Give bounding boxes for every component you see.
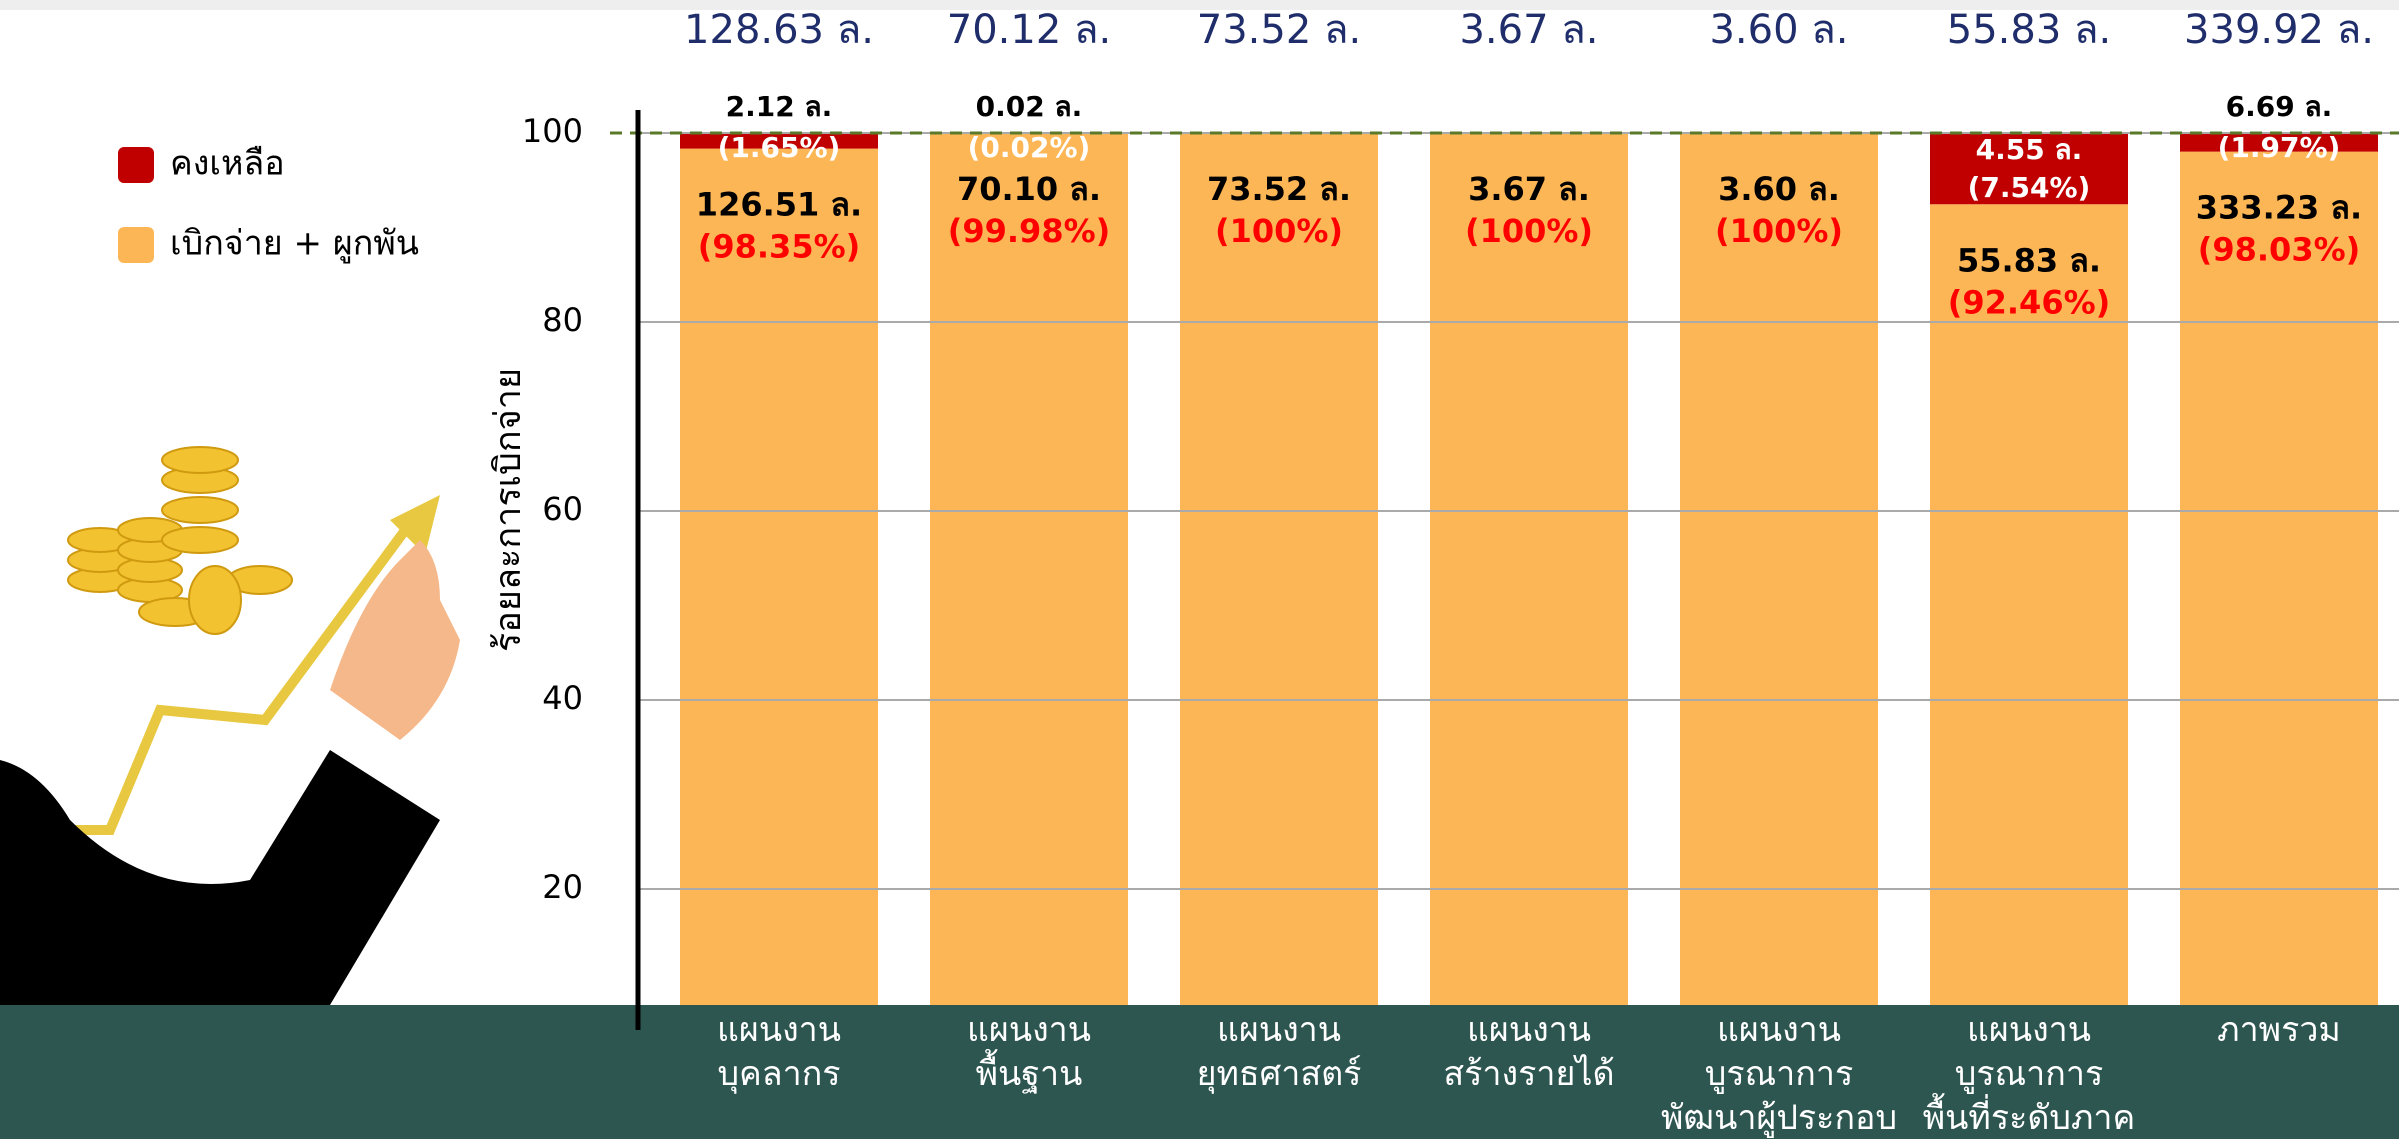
amount-label: 55.83 ล. (1957, 241, 2101, 279)
y-tick-label: 60 (542, 490, 583, 528)
page: ร้อยละการเบิกจ่าย 20 40 60 80 100 126.51 ล. (9… (0, 0, 2399, 1139)
total-label: 73.52 ล. (1197, 7, 1361, 53)
y-tick-label: 40 (542, 679, 583, 717)
x-tick-label: ภาพรวม (2154, 1008, 2399, 1052)
y-tick-label: 80 (542, 301, 583, 339)
value-label: (0.02%) (968, 131, 1091, 164)
y-tick-label: 20 (542, 868, 583, 906)
value-label: (100%) (1715, 212, 1843, 250)
x-tick-label: แผนงาน บูรณาการ พัฒนาผู้ประกอบการ (1654, 1008, 1904, 1139)
total-label: 55.83 ล. (1947, 7, 2111, 53)
decoration (0, 447, 460, 1005)
amount-label: 2.12 ล. (726, 90, 833, 123)
total-label: 3.67 ล. (1459, 7, 1598, 53)
x-tick-label: แผนงาน ยุทธศาสตร์ (1154, 1008, 1404, 1096)
value-label: (1.65%) (718, 131, 841, 164)
bar-segment (2180, 152, 2378, 1078)
x-tick-label: แผนงาน พื้นฐาน (904, 1008, 1154, 1096)
bar-segment (1430, 133, 1628, 1078)
x-tick-label: แผนงาน บุคลากร (654, 1008, 904, 1096)
bar-segment (680, 149, 878, 1078)
amount-label: 0.02 ล. (976, 90, 1083, 123)
amount-label: 4.55 ล. (1976, 133, 2083, 166)
x-tick-label: แผนงาน สร้างรายได้ (1404, 1008, 1654, 1096)
legend-swatch (118, 147, 154, 183)
amount-label: 6.69 ล. (2226, 90, 2333, 123)
value-label: (100%) (1215, 212, 1343, 250)
bar-segment (1180, 133, 1378, 1078)
legend-label: คงเหลือ (170, 144, 285, 184)
total-label: 3.60 ล. (1709, 7, 1848, 53)
amount-label: 3.60 ล. (1718, 170, 1840, 208)
value-label: (100%) (1465, 212, 1593, 250)
amount-label: 73.52 ล. (1207, 170, 1351, 208)
chart: ร้อยละการเบิกจ่าย 20 40 60 80 100 126.51 ล. (9… (0, 0, 2399, 1139)
bar-segment (930, 133, 1128, 1078)
value-label: (7.54%) (1968, 171, 2091, 204)
x-tick-label: แผนงาน บูรณาการ พื้นที่ระดับภาค (1904, 1008, 2154, 1139)
amount-label: 333.23 ล. (2196, 189, 2362, 227)
total-label: 339.92 ล. (2184, 7, 2374, 53)
value-label: (98.03%) (2198, 231, 2361, 269)
y-tick-label: 100 (522, 112, 583, 150)
y-axis-label: ร้อยละการเบิกจ่าย (488, 368, 529, 652)
amount-label: 126.51 ล. (696, 186, 862, 224)
amount-label: 70.10 ล. (957, 170, 1101, 208)
value-label: (92.46%) (1948, 283, 2111, 321)
value-label: (98.35%) (698, 228, 861, 266)
legend-swatch (118, 227, 154, 263)
bar-segment (1680, 133, 1878, 1078)
bar-segment (1930, 204, 2128, 1078)
value-label: (1.97%) (2218, 131, 2341, 164)
total-label: 70.12 ล. (947, 7, 1111, 53)
value-label: (99.98%) (948, 212, 1111, 250)
legend-label: เบิกจ่าย + ผูกพัน (170, 224, 419, 264)
amount-label: 3.67 ล. (1468, 170, 1590, 208)
total-label: 128.63 ล. (684, 7, 874, 53)
